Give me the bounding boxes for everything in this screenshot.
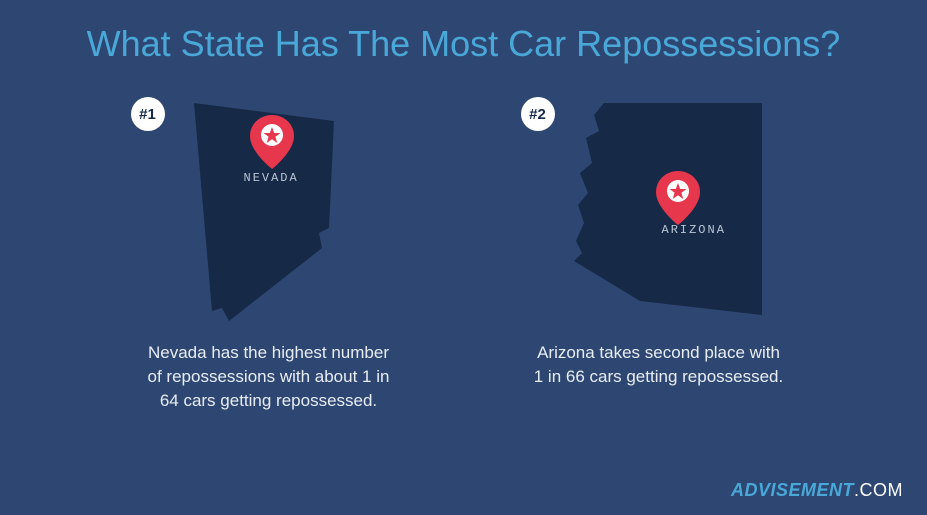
rank-badge: #2 [521, 97, 555, 131]
map-pin-icon [656, 171, 700, 225]
state-shape-nevada: NEVADA [154, 93, 384, 323]
state-block-nevada: #1 NEVADA Nevada has the highest number … [139, 93, 399, 412]
state-block-arizona: #2 ARIZONA Arizona takes second place wi… [529, 93, 789, 412]
states-row: #1 NEVADA Nevada has the highest number … [0, 93, 927, 412]
page-title: What State Has The Most Car Repossession… [0, 0, 927, 65]
state-caption: Arizona takes second place with 1 in 66 … [534, 341, 784, 389]
logo-brand: ADVISEMENT [731, 480, 854, 500]
state-label: ARIZONA [662, 223, 726, 237]
brand-logo: ADVISEMENT.COM [731, 480, 903, 501]
logo-tld: .COM [854, 480, 903, 500]
map-pin-icon [250, 115, 294, 169]
rank-badge: #1 [131, 97, 165, 131]
state-shape-arizona: ARIZONA [544, 93, 774, 323]
state-caption: Nevada has the highest number of reposse… [144, 341, 394, 412]
state-label: NEVADA [244, 171, 299, 185]
